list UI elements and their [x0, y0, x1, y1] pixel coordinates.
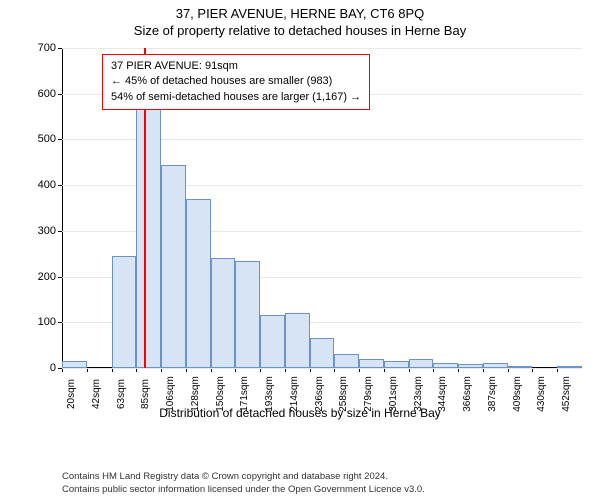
x-axis-label: Distribution of detached houses by size … [0, 406, 600, 420]
y-tick-mark [58, 94, 62, 95]
histogram-bar [483, 363, 508, 368]
histogram-bar [136, 98, 161, 368]
plot-area: 20sqm42sqm63sqm85sqm106sqm128sqm150sqm17… [62, 48, 582, 368]
footer-attribution: Contains HM Land Registry data © Crown c… [62, 471, 425, 496]
y-tick-mark [58, 231, 62, 232]
info-box: 37 PIER AVENUE: 91sqm← 45% of detached h… [102, 54, 370, 110]
footer-line-1: Contains HM Land Registry data © Crown c… [62, 471, 425, 483]
y-axis-line [62, 48, 63, 368]
title-subtitle: Size of property relative to detached ho… [0, 21, 600, 38]
histogram-bar [285, 313, 310, 368]
x-tick-label: 63sqm [112, 379, 127, 409]
title-address: 37, PIER AVENUE, HERNE BAY, CT6 8PQ [0, 0, 600, 21]
x-tick-label: 20sqm [62, 379, 77, 409]
y-tick-mark [58, 277, 62, 278]
chart-container: Number of detached properties 20sqm42sqm… [0, 40, 600, 440]
histogram-bar [409, 359, 434, 368]
info-box-line-3: 54% of semi-detached houses are larger (… [111, 90, 361, 105]
histogram-bar [458, 364, 483, 368]
footer-line-2: Contains public sector information licen… [62, 484, 425, 496]
histogram-bar [186, 199, 211, 368]
y-tick-mark [58, 48, 62, 49]
histogram-bar [235, 261, 260, 368]
histogram-bar [508, 366, 533, 368]
gridline-h [62, 368, 582, 369]
info-box-line-1: 37 PIER AVENUE: 91sqm [111, 59, 361, 74]
histogram-bar [260, 315, 285, 368]
histogram-bar [433, 363, 458, 368]
x-tick-label: 42sqm [87, 379, 102, 409]
y-tick-mark [58, 185, 62, 186]
y-tick-mark [58, 139, 62, 140]
gridline-h [62, 48, 582, 49]
x-tick-label: 85sqm [136, 379, 151, 409]
histogram-bar [211, 258, 236, 368]
histogram-bar [359, 359, 384, 368]
y-tick-mark [58, 322, 62, 323]
histogram-bar [334, 354, 359, 368]
histogram-bar [112, 256, 137, 368]
info-box-line-2: ← 45% of detached houses are smaller (98… [111, 74, 361, 89]
y-tick-mark [58, 368, 62, 369]
histogram-bar [557, 366, 582, 368]
histogram-bar [384, 361, 409, 368]
histogram-bar [62, 361, 87, 368]
histogram-bar [310, 338, 335, 368]
histogram-bar [161, 165, 186, 368]
